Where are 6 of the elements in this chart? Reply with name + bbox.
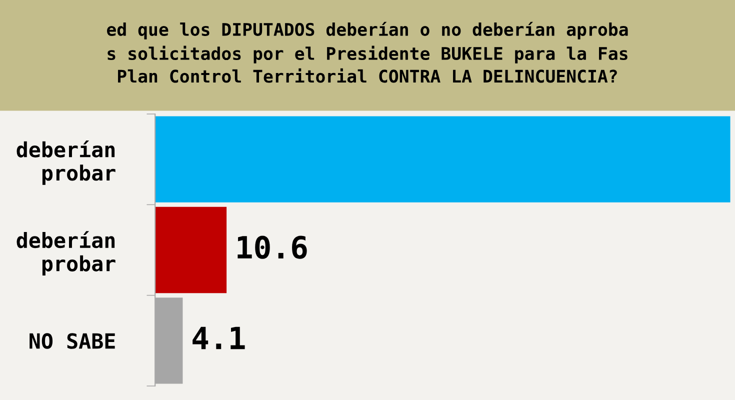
y-tick-label: deberían probar: [16, 140, 116, 185]
y-tick-label: deberían probar: [16, 231, 116, 276]
data-label: 10.6: [238, 236, 307, 259]
data-label: 4.1: [192, 326, 245, 350]
y-tick-label: NO SABE: [30, 333, 115, 349]
chart-title: ed que los DIPUTADOS deberían o no deberían aproba s solicitados por el Presidente BUKELE para la Fas Plan Control Territorial CONTRA LA DELINCUENCIA?: [106, 22, 628, 83]
